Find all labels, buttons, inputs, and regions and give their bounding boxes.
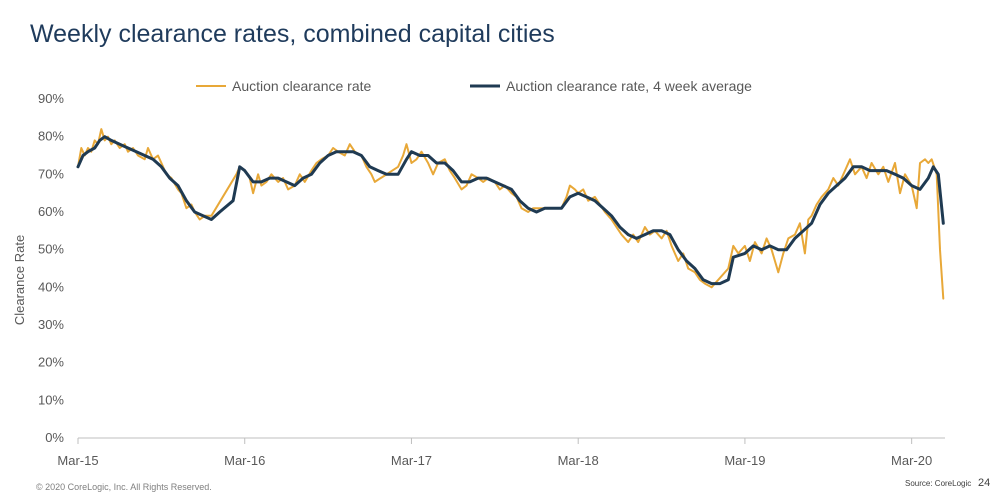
y-tick-label: 0% [45,430,64,445]
x-tick-label: Mar-19 [724,453,765,468]
y-tick-label: 10% [38,392,64,407]
copyright-notice: © 2020 CoreLogic, Inc. All Rights Reserv… [36,482,212,492]
y-axis-title: Clearance Rate [12,235,27,325]
x-tick-label: Mar-15 [57,453,98,468]
legend: Auction clearance rate Auction clearance … [196,78,752,94]
y-tick-label: 30% [38,317,64,332]
y-tick-label: 80% [38,129,64,144]
x-tick-label: Mar-18 [558,453,599,468]
chart-title: Weekly clearance rates, combined capital… [30,20,555,48]
x-tick-label: Mar-17 [391,453,432,468]
series-line-weekly [77,128,945,300]
series-layer [76,128,945,300]
legend-label-average: Auction clearance rate, 4 week average [506,78,752,94]
y-tick-label: 70% [38,166,64,181]
y-tick-label: 40% [38,279,64,294]
y-tick-label: 20% [38,355,64,370]
series-line-4wk-average [76,135,945,286]
page-number: 24 [978,477,991,489]
y-tick-label: 50% [38,242,64,257]
y-tick-label: 60% [38,204,64,219]
legend-label-weekly: Auction clearance rate [232,78,372,94]
source-note: Source: CoreLogic [905,479,972,488]
y-tick-label: 90% [38,91,64,106]
x-tick-label: Mar-20 [891,453,932,468]
axes: 0% 10% 20% 30% 40% 50% 60% 70% 80% 90% Mar-15 Mar-1… [38,91,945,468]
x-tick-label: Mar-16 [224,453,265,468]
